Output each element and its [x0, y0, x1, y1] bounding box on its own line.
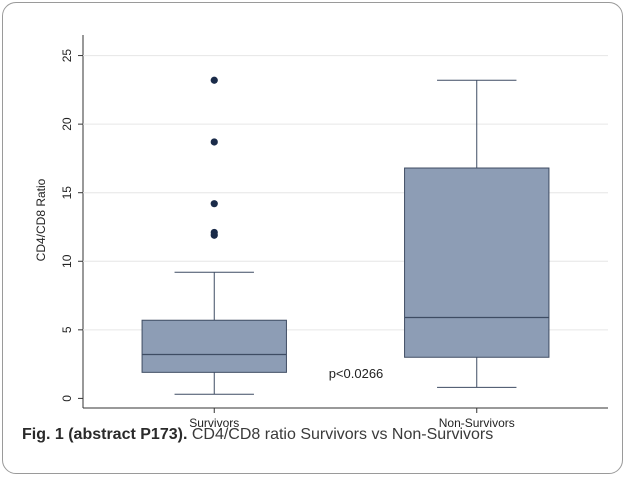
- y-tick-label: 10: [60, 254, 74, 268]
- iqr-box: [404, 167, 550, 358]
- iqr-box: [141, 319, 287, 373]
- y-axis-label: CD4/CD8 Ratio: [34, 178, 48, 261]
- outlier-point: [210, 76, 218, 84]
- outlier-point: [210, 138, 218, 146]
- outlier-point: [210, 228, 218, 237]
- p-value-annotation: p<0.0266: [329, 366, 384, 381]
- x-tick-label: Non-Survivors: [439, 416, 515, 430]
- outlier-point: [210, 200, 218, 208]
- y-tick-label: 25: [60, 49, 74, 63]
- figure-caption-label: Fig. 1 (abstract P173).: [22, 426, 188, 443]
- y-tick-label: 20: [60, 117, 74, 131]
- y-tick-label: 0: [60, 395, 74, 402]
- y-tick-label: 5: [60, 326, 74, 333]
- figure-caption-text: CD4/CD8 ratio Survivors vs Non-Survivors: [187, 426, 494, 443]
- box-group: [141, 76, 287, 395]
- x-tick-label: Survivors: [189, 416, 239, 430]
- figure-caption: Fig. 1 (abstract P173). CD4/CD8 ratio Su…: [22, 426, 622, 444]
- y-tick-label: 15: [60, 186, 74, 200]
- box-group: [404, 79, 550, 388]
